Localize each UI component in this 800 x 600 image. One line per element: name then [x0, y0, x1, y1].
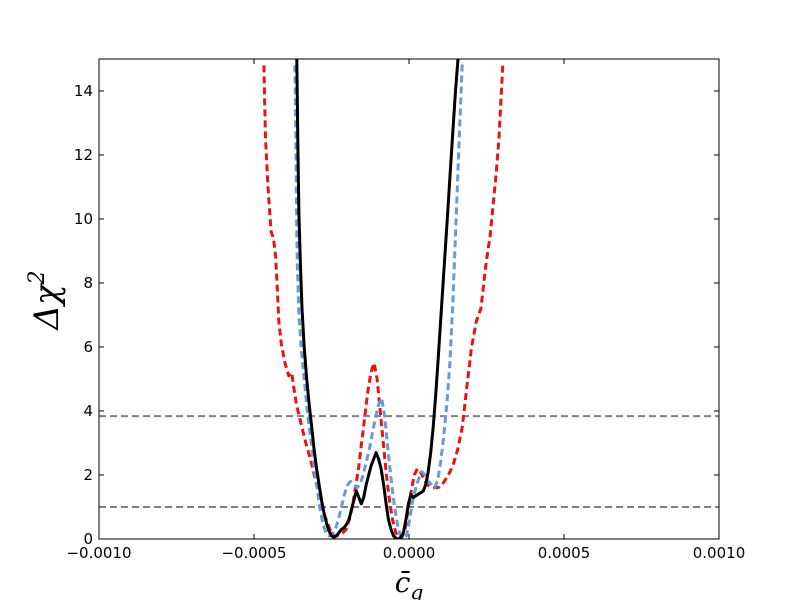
- x-axis-label-subscript: g: [410, 580, 423, 600]
- y-tick-label-4: 8: [83, 274, 93, 292]
- x-tick-label-3: 0.0005: [538, 544, 591, 562]
- x-tick-label-1: −0.0005: [221, 544, 286, 562]
- x-tick-label-0: −0.0010: [66, 544, 131, 562]
- y-tick-label-7: 14: [74, 82, 93, 100]
- y-tick-label-5: 10: [74, 210, 93, 228]
- series-layer: [262, 59, 505, 539]
- ticks-layer: −0.0010 −0.0005 0.0000 0.0005 0.0010 0 2 4 6 8 10 1…: [66, 59, 745, 562]
- series-line-0: [262, 62, 505, 539]
- y-tick-label-3: 6: [83, 338, 93, 356]
- reference-lines: [99, 415, 719, 508]
- plot-frame: [98, 58, 720, 540]
- y-axis-label-superscript: 2: [25, 270, 50, 285]
- y-tick-label-2: 4: [83, 402, 93, 420]
- series-line-2: [295, 59, 460, 539]
- x-tick-label-2: 0.0000: [383, 544, 436, 562]
- x-axis-label: c̄g: [395, 566, 424, 600]
- series-line-1: [293, 62, 464, 539]
- y-tick-label-0: 0: [83, 530, 93, 548]
- y-tick-label-6: 12: [74, 146, 93, 164]
- x-tick-label-4: 0.0010: [693, 544, 746, 562]
- x-axis-label-main: c̄: [395, 566, 411, 599]
- y-axis-label-main: Δχ: [27, 282, 67, 332]
- y-tick-label-1: 2: [83, 466, 93, 484]
- y-axis-label: Δχ2: [25, 270, 67, 331]
